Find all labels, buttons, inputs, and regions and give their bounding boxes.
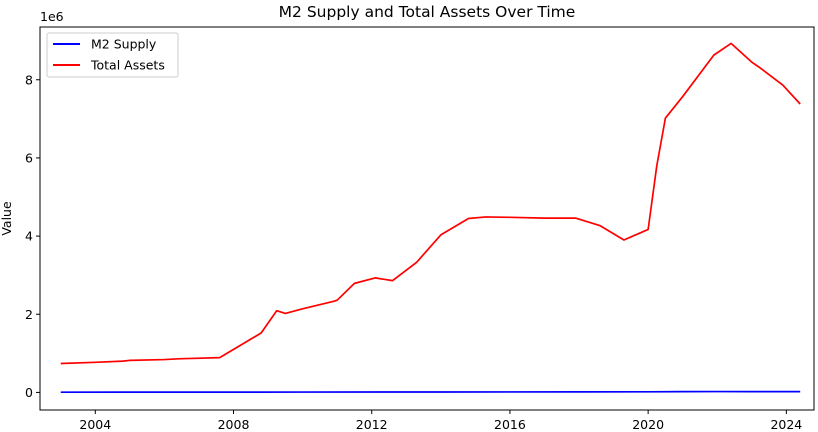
y-tick-label: 2: [25, 307, 33, 322]
x-tick-label: 2024: [770, 417, 802, 432]
y-tick-label: 0: [25, 385, 33, 400]
y-axis-offset-label: 1e6: [40, 9, 64, 24]
series-line-total-assets: [60, 42, 801, 365]
x-tick-label: 2004: [79, 417, 111, 432]
chart-title: M2 Supply and Total Assets Over Time: [279, 3, 576, 21]
x-tick-label: 2020: [632, 417, 664, 432]
series-lines: [60, 42, 801, 394]
legend-label-m2-supply: M2 Supply: [91, 37, 157, 52]
plot-area-frame: [39, 26, 815, 411]
y-tick-label: 6: [25, 150, 33, 165]
x-tick-label: 2008: [218, 417, 250, 432]
y-axis-label: Value: [0, 201, 14, 236]
x-tick-label: 2016: [494, 417, 526, 432]
y-tick-label: 4: [25, 229, 33, 244]
legend-label-total-assets: Total Assets: [90, 58, 165, 73]
legend: M2 Supply Total Assets: [46, 32, 179, 78]
axis-ticks: 2004 2008 2012 2016 2020 2024 0 2 4 6 8: [25, 72, 802, 432]
y-tick-label: 8: [25, 72, 33, 87]
series-line-m2-supply: [60, 390, 801, 394]
x-tick-label: 2012: [356, 417, 388, 432]
